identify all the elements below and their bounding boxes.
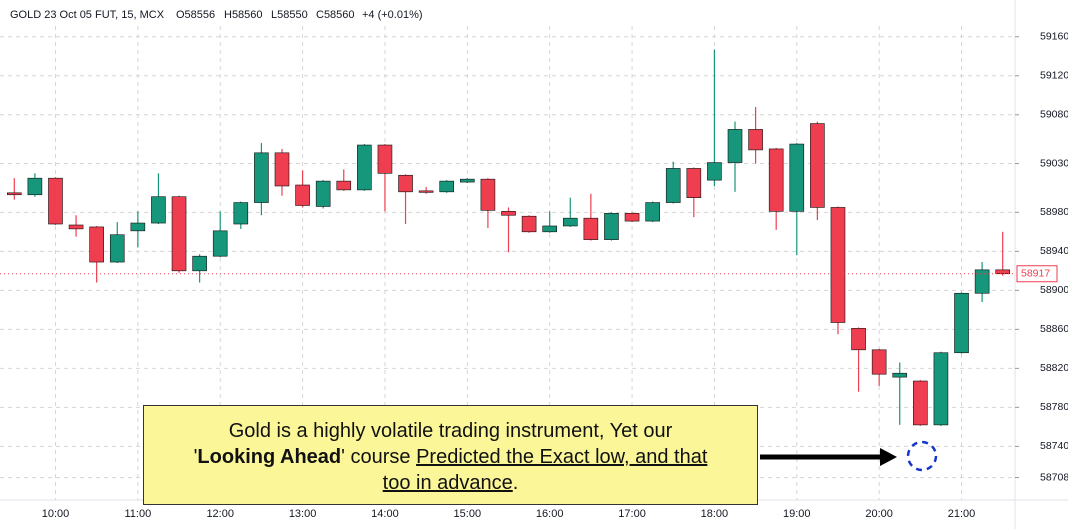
candle-body: [954, 292, 969, 354]
candle-body: [68, 224, 84, 230]
candle-body: [727, 129, 743, 163]
candle-body: [686, 168, 702, 198]
y-tick-label: 59080: [1040, 109, 1068, 121]
annotation-text: .: [512, 472, 519, 494]
last-price-label: 58917: [1021, 268, 1050, 280]
candle-body: [398, 174, 413, 193]
symbol: GOLD 23 Oct 05 FUT, 15, MCX: [10, 9, 165, 21]
candle-body: [810, 123, 825, 208]
y-tick-label: 58980: [1040, 206, 1068, 218]
candle-body: [151, 196, 166, 224]
y-tick-label: 58780: [1040, 401, 1068, 413]
candle-body: [665, 168, 681, 203]
candle-body: [871, 349, 887, 375]
candle-body: [768, 148, 784, 212]
candle-body: [460, 178, 475, 183]
candle-body: [542, 225, 557, 233]
x-tick-label: 14:00: [371, 508, 399, 520]
candle-body: [933, 352, 949, 426]
candle-body: [315, 180, 331, 207]
ohlc-change: +4 (+0.01%): [362, 9, 423, 21]
candle-body: [501, 211, 516, 216]
candle-body: [851, 328, 866, 351]
candle-body: [89, 226, 104, 263]
candle-body: [624, 212, 640, 222]
candle-body: [192, 255, 207, 272]
annotation-bold: Looking Ahead: [197, 446, 342, 468]
y-tick-label: 58940: [1040, 245, 1068, 257]
annotation-underline: Predicted the Exact low, and that: [416, 446, 708, 468]
candle-body: [480, 178, 496, 211]
candle-body: [171, 196, 187, 272]
x-tick-label: 21:00: [948, 508, 976, 520]
x-tick-label: 19:00: [783, 508, 811, 520]
y-tick-label: 59120: [1040, 70, 1068, 82]
candle-body: [254, 152, 269, 203]
candle-body: [274, 152, 290, 187]
candle-body: [27, 177, 43, 196]
x-tick-label: 20:00: [865, 508, 893, 520]
candle-body: [645, 202, 660, 222]
candle-body: [995, 269, 1011, 275]
candle-body: [233, 202, 249, 225]
candle-body: [295, 184, 310, 206]
candle-body: [562, 217, 578, 227]
x-tick-label: 11:00: [124, 508, 151, 520]
candle-body: [212, 230, 228, 257]
candle-body: [974, 269, 990, 294]
candle-body: [748, 129, 763, 151]
annotation-box: Gold is a highly volatile trading instru…: [143, 405, 758, 505]
x-tick-label: 17:00: [618, 508, 646, 520]
candle-body: [377, 144, 393, 174]
candle-body: [789, 143, 805, 212]
y-tick-label: 58740: [1040, 440, 1068, 452]
candle-body: [830, 207, 846, 323]
y-tick-label: 58860: [1040, 323, 1068, 335]
candle-body: [604, 212, 619, 240]
candle-body: [109, 234, 125, 263]
candle-body: [439, 180, 455, 193]
candle-body: [6, 192, 22, 196]
y-tick-label: 58820: [1040, 362, 1068, 374]
candle-body: [418, 190, 434, 193]
candle-body: [48, 177, 63, 225]
ohlc-low: L58550: [271, 9, 308, 21]
candle-body: [892, 372, 908, 378]
candle-body: [336, 180, 352, 191]
y-tick-label: 58900: [1040, 284, 1068, 296]
x-tick-label: 10:00: [42, 508, 70, 520]
candle-body: [130, 222, 146, 232]
y-tick-label: 59030: [1040, 157, 1068, 169]
ohlc-open: O58556: [176, 9, 215, 21]
x-tick-label: 13:00: [289, 508, 317, 520]
y-tick-label: 59160: [1040, 31, 1068, 43]
candle-body: [583, 217, 599, 240]
candle-body: [521, 215, 537, 233]
annotation-text: ': [193, 446, 198, 468]
x-tick-label: 16:00: [536, 508, 564, 520]
candle-body: [913, 380, 928, 426]
annotation-underline: too in advance: [382, 472, 513, 494]
ohlc-close: C58560: [316, 9, 355, 21]
annotation-text: ' course: [341, 446, 417, 468]
x-tick-label: 18:00: [701, 508, 729, 520]
y-tick-label: 58708: [1040, 471, 1068, 483]
annotation-text: Gold is a highly volatile trading instru…: [228, 420, 673, 442]
ohlc-high: H58560: [224, 9, 263, 21]
candle-body: [357, 144, 372, 191]
last-price-tag: [1016, 265, 1058, 283]
candle-body: [707, 162, 722, 181]
x-tick-label: 12:00: [206, 508, 234, 520]
x-tick-label: 15:00: [454, 508, 482, 520]
